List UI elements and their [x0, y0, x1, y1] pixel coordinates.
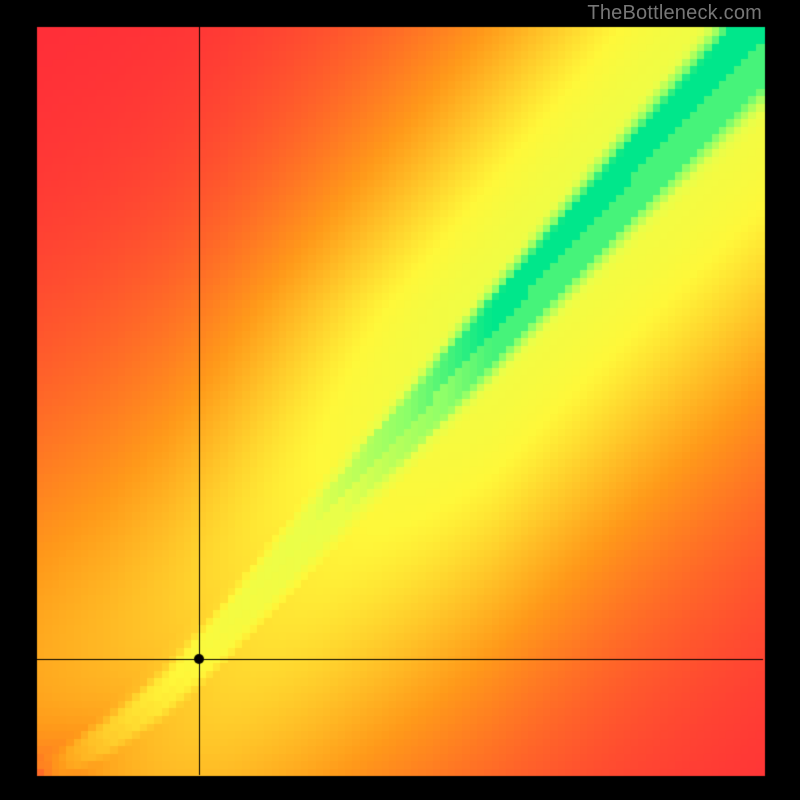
- attribution-label: TheBottleneck.com: [587, 2, 762, 25]
- bottleneck-heatmap: [0, 0, 800, 800]
